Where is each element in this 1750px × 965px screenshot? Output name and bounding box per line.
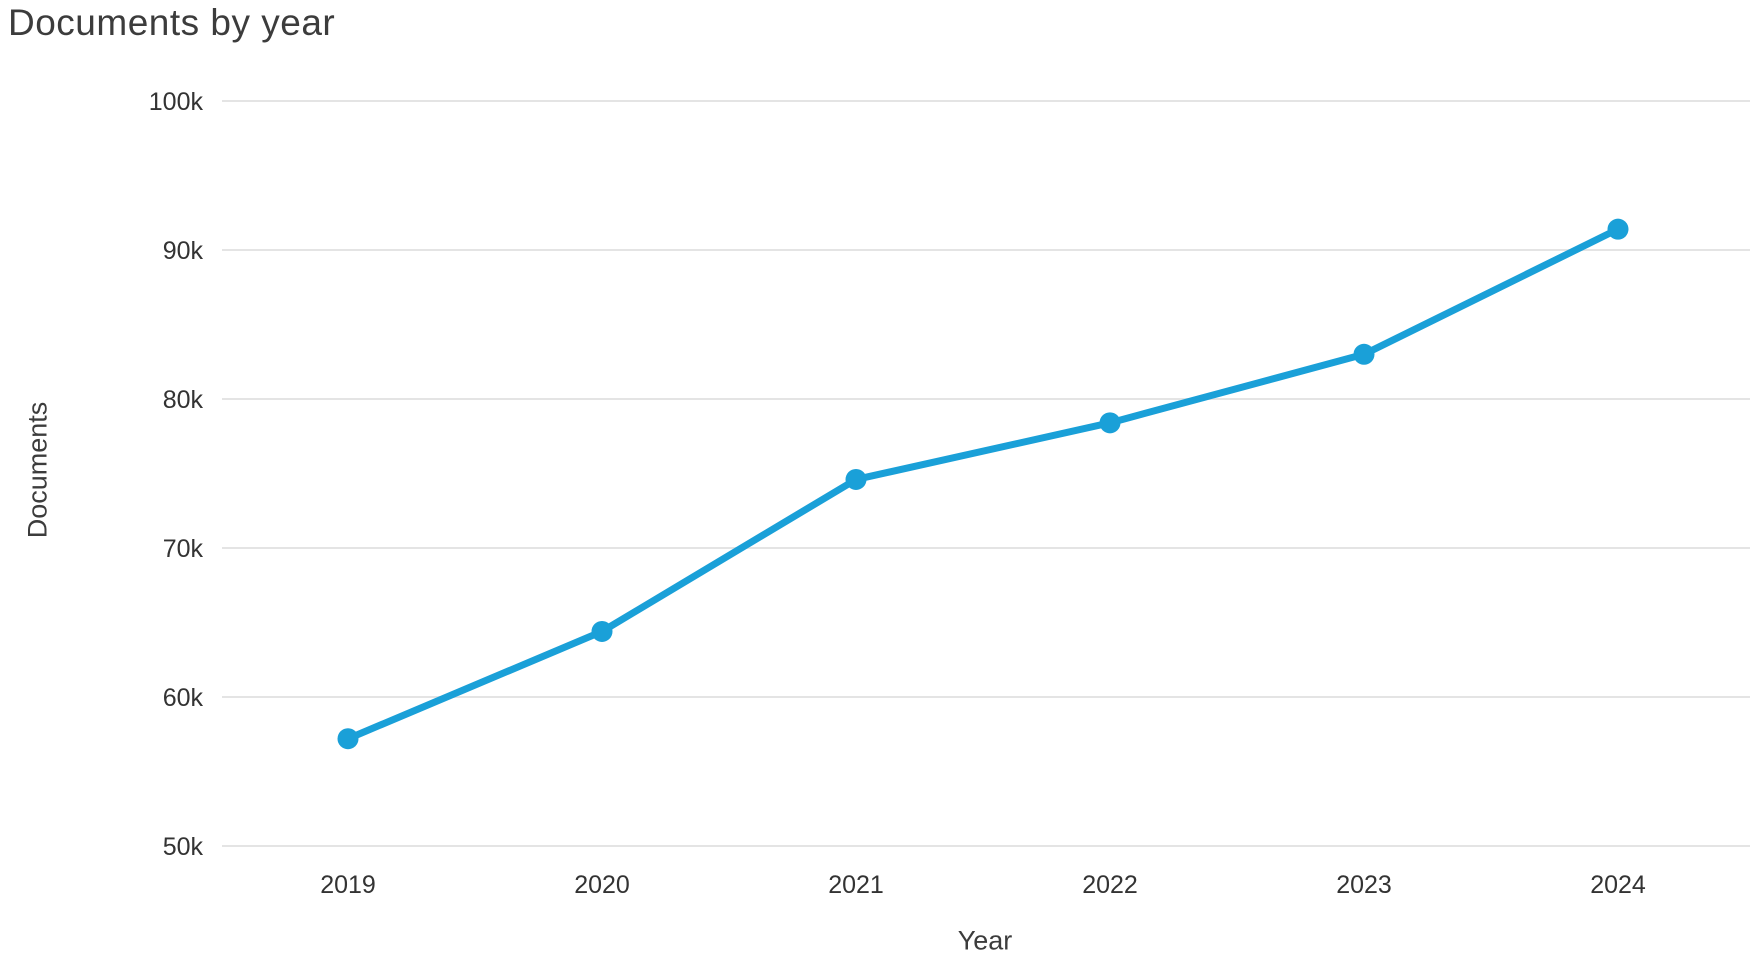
y-tick-label: 70k: [163, 535, 204, 563]
x-tick-label: 2024: [1590, 871, 1646, 899]
y-tick-label: 60k: [163, 684, 204, 712]
x-tick-label: 2020: [574, 871, 630, 899]
x-tick-label: 2019: [320, 871, 376, 899]
data-point: [337, 728, 359, 750]
x-tick-label: 2021: [828, 871, 884, 899]
x-tick-label: 2023: [1336, 871, 1392, 899]
x-axis-title: Year: [957, 925, 1013, 956]
chart-title: Documents by year: [8, 2, 336, 43]
y-tick-label: 80k: [163, 386, 204, 414]
data-point: [1099, 412, 1121, 434]
y-tick-label: 50k: [163, 833, 204, 861]
y-tick-label: 90k: [163, 237, 204, 265]
y-tick-label: 100k: [149, 88, 204, 116]
data-point: [845, 468, 867, 490]
data-point: [1353, 343, 1375, 365]
data-point: [591, 620, 613, 642]
data-point: [1607, 218, 1629, 240]
x-tick-label: 2022: [1082, 871, 1138, 899]
data-line: [344, 225, 1622, 743]
